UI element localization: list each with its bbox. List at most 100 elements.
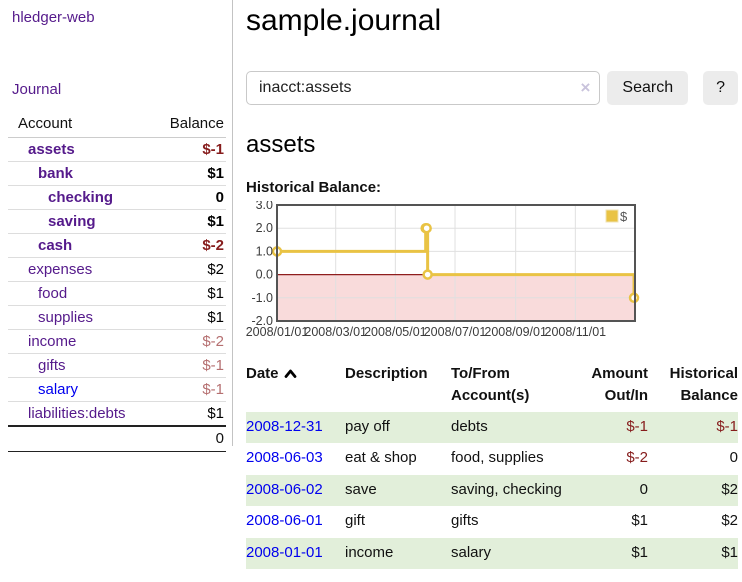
sidebar: hledger-web Journal Account Balance asse… [0,0,233,452]
transaction-description: gift [345,512,366,529]
search-input[interactable] [246,71,601,105]
account-row: income $-2 [8,330,226,354]
account-link[interactable]: expenses [28,261,93,278]
account-balance: $1 [207,165,224,182]
account-link[interactable]: checking [48,189,114,206]
account-link[interactable]: salary [38,381,79,398]
sort-ascending-icon [284,363,297,385]
svg-text:3.0: 3.0 [256,201,273,212]
svg-text:0.0: 0.0 [256,268,273,282]
clear-search-icon[interactable]: × [580,78,591,97]
transaction-description: eat & shop [345,449,417,466]
search-button[interactable]: Search [607,71,689,105]
register-row: 2008-06-03 eat & shop food, supplies $-2 0 [246,443,738,475]
account-link[interactable]: bank [38,165,74,182]
accounts-header-balance: Balance [169,115,224,132]
transaction-balance: 0 [729,449,738,466]
chart-svg: $3.0 2.0 1.0 0.0 -1.0 -2.02008/01/012008/03/0… [246,201,640,339]
transaction-accounts: gifts [451,512,479,529]
transaction-description: save [345,474,451,506]
account-row: salary $-1 [8,378,226,402]
account-row: bank $1 [8,162,226,186]
svg-text:-2.0: -2.0 [251,314,273,328]
historical-balance-chart: $3.0 2.0 1.0 0.0 -1.0 -2.0 2008/01/01 2008/03/0… [246,201,738,343]
account-link[interactable]: assets [28,141,75,158]
accounts-table-header: Account Balance [8,112,226,138]
accounts-total-row: 0 [8,425,226,452]
account-section-heading: assets [246,131,316,158]
transaction-balance: $2 [721,512,738,529]
account-row: assets $-1 [8,138,226,162]
account-row: supplies $1 [8,306,226,330]
column-header-description: Description [345,365,428,382]
account-row: checking 0 [8,186,226,210]
account-link[interactable]: food [38,285,68,302]
column-header-amount: Amount Out/In [591,365,648,404]
transaction-balance: $-1 [648,411,738,443]
accounts-rows: assets $-1 bank $1 checking 0 saving $1 cash $-2 e… [8,138,226,425]
account-balance: $1 [207,213,224,230]
transaction-accounts: food, supplies [451,449,544,466]
chart-title: Historical Balance: [246,179,382,196]
account-balance: $-1 [202,381,224,398]
account-row: liabilities:debts $1 [8,402,226,425]
transaction-amount: $1 [568,537,648,569]
svg-text:-1.0: -1.0 [251,291,273,305]
column-header-date[interactable]: Date [246,360,345,412]
account-row: food $1 [8,282,226,306]
account-row: gifts $-1 [8,354,226,378]
transaction-balance: $1 [648,537,738,569]
transaction-date-link[interactable]: 2008-06-03 [246,449,323,466]
register-row: 2008-01-01 income salary $1 $1 [246,537,738,569]
account-balance: 0 [215,189,224,206]
account-row: expenses $2 [8,258,226,282]
transaction-accounts: debts [451,411,568,443]
date-header-label: Date [246,365,279,382]
transaction-amount: 0 [568,474,648,506]
data-point-marker [421,222,432,234]
register-row: 2008-06-01 gift gifts $1 $2 [246,506,738,538]
transaction-date-link[interactable]: 2008-12-31 [246,417,323,435]
transaction-description: pay off [345,411,451,443]
accounts-table: Account Balance assets $-1 bank $1 checking 0… [8,112,226,452]
register-table: Date Description To/From Account(s) Amou… [246,360,738,569]
account-link[interactable]: gifts [38,357,66,374]
account-link[interactable]: liabilities:debts [28,405,126,422]
legend-swatch [605,209,619,223]
help-button[interactable]: ? [703,71,738,105]
account-link[interactable]: income [28,333,77,350]
svg-text:1.0: 1.0 [256,244,273,258]
register-header-row: Date Description To/From Account(s) Amou… [246,360,738,412]
account-balance: $-2 [202,333,224,350]
search-form: × Search ? [246,71,738,105]
svg-text:2008/11/01: 2008/11/01 [545,325,607,339]
transaction-date-link[interactable]: 2008-01-01 [246,543,323,561]
svg-text:2008/09/01: 2008/09/01 [484,325,547,339]
account-balance: $2 [207,261,224,278]
register-row: 2008-06-02 save saving, checking 0 $2 [246,474,738,506]
account-row: saving $1 [8,210,226,234]
main-content: sample.journal × Search ? assets Histori… [246,0,738,569]
transaction-description: income [345,537,451,569]
account-row: cash $-2 [8,234,226,258]
account-balance: $-1 [202,141,224,158]
sidebar-item-journal[interactable]: Journal [12,81,62,98]
svg-text:2008/05/01: 2008/05/01 [364,325,427,339]
account-balance: $1 [207,309,224,326]
transaction-accounts: saving, checking [451,474,568,506]
accounts-header-account: Account [18,115,73,132]
svg-text:2008/01/01: 2008/01/01 [246,325,308,339]
account-link[interactable]: supplies [38,309,94,326]
column-header-account: To/From Account(s) [451,365,530,404]
svg-text:2008/03/01: 2008/03/01 [304,325,367,339]
register-row: 2008-12-31 pay off debts $-1 $-1 [246,411,738,443]
account-link[interactable]: saving [48,213,96,230]
page-title: sample.journal [246,4,442,37]
account-balance: $-1 [202,357,224,374]
transaction-date-link[interactable]: 2008-06-02 [246,480,323,498]
app-brand-link[interactable]: hledger-web [12,9,95,26]
svg-text:2008/07/01: 2008/07/01 [424,325,487,339]
account-link[interactable]: cash [38,237,73,254]
transaction-accounts: salary [451,537,568,569]
transaction-date-link[interactable]: 2008-06-01 [246,512,323,529]
